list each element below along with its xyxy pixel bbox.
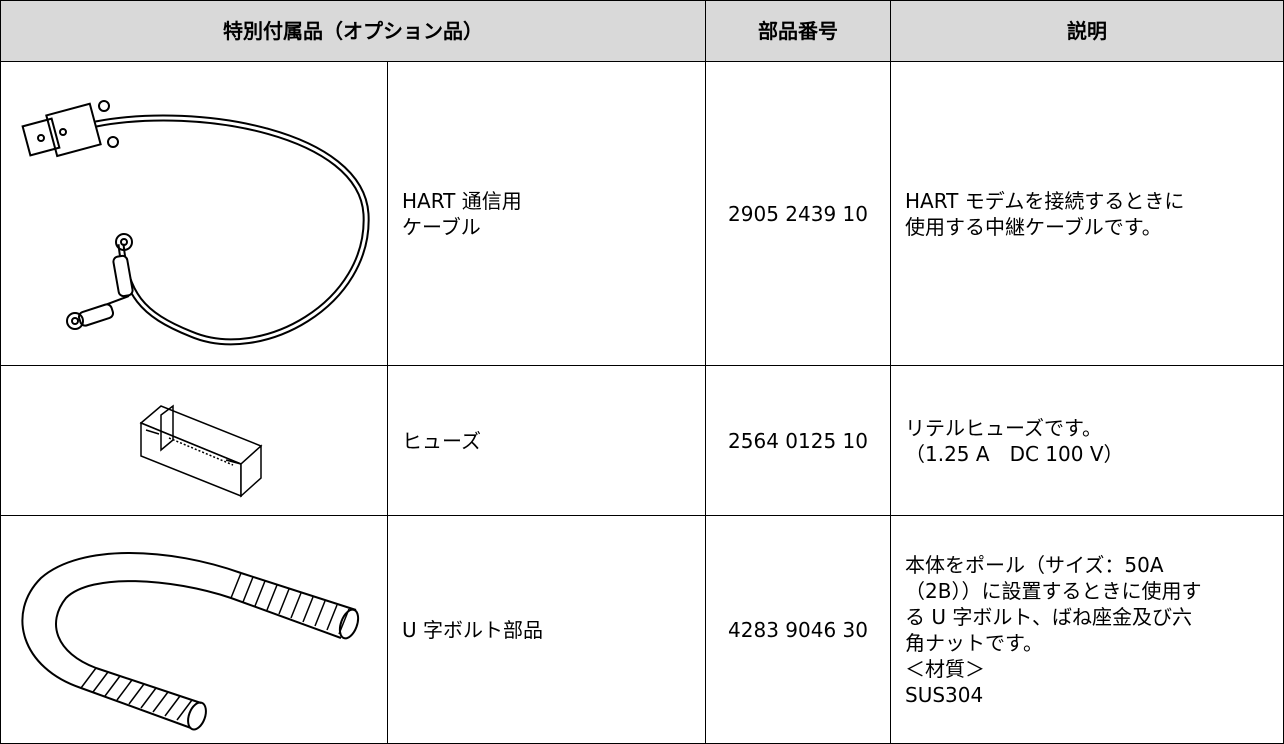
part-number: 2564 0125 10 bbox=[705, 365, 891, 516]
description-cell: リテルヒューズです。 （1.25 A DC 100 V） bbox=[890, 365, 1284, 516]
fuse-illustration bbox=[139, 404, 263, 498]
text-line: ＜材質＞ bbox=[905, 656, 985, 681]
part-number: 4283 9046 30 bbox=[705, 515, 891, 744]
image-cell bbox=[0, 61, 388, 366]
header-cell: 部品番号 bbox=[705, 0, 891, 62]
image-cell bbox=[0, 365, 388, 516]
description-cell: 本体をポール（サイズ：50A （2B））に設置するときに使用する U 字ボルト、ば… bbox=[890, 515, 1284, 744]
name-cell: HART 通信用 ケーブル bbox=[387, 61, 706, 366]
row: HART 通信用 ケーブル 2905 2439 10 HART モデムを接続すると… bbox=[0, 61, 1284, 366]
text-line: U 字ボルト部品 bbox=[402, 617, 543, 642]
text-line: ヒューズ bbox=[402, 428, 481, 453]
text-line: リテルヒューズです。 bbox=[905, 415, 1102, 440]
text-line: る U 字ボルト、ばね座金及び六 bbox=[905, 604, 1192, 629]
image-cell bbox=[0, 515, 388, 744]
text-line: ケーブル bbox=[402, 214, 481, 239]
description-cell: HART モデムを接続するときに 使用する中継ケーブルです。 bbox=[890, 61, 1284, 366]
text-line: 使用する中継ケーブルです。 bbox=[905, 214, 1162, 239]
header-cell: 特別付属品（オプション品） bbox=[0, 0, 706, 62]
text-line: 本体をポール（サイズ：50A bbox=[905, 552, 1164, 577]
text-line: （1.25 A DC 100 V） bbox=[905, 441, 1124, 466]
row: U 字ボルト部品 4283 9046 30 本体をポール（サイズ：50A （2B）… bbox=[0, 515, 1284, 744]
name-cell: ヒューズ bbox=[387, 365, 706, 516]
text-line: 角ナットです。 bbox=[905, 630, 1043, 655]
name-cell: U 字ボルト部品 bbox=[387, 515, 706, 744]
text-line: SUS304 bbox=[905, 682, 984, 707]
header-cell: 説明 bbox=[890, 0, 1284, 62]
row: ヒューズ 2564 0125 10 リテルヒューズです。 （1.25 A DC 1… bbox=[0, 365, 1284, 516]
u-bolt-illustration bbox=[21, 551, 360, 730]
text-line: HART 通信用 bbox=[402, 188, 522, 213]
part-number: 2905 2439 10 bbox=[705, 61, 891, 366]
text-line: （2B））に設置するときに使用す bbox=[905, 578, 1202, 603]
cable-illustration bbox=[21, 99, 370, 345]
text-line: HART モデムを接続するときに bbox=[905, 188, 1185, 213]
header-row: 特別付属品（オプション品） 部品番号 説明 bbox=[0, 0, 1284, 62]
